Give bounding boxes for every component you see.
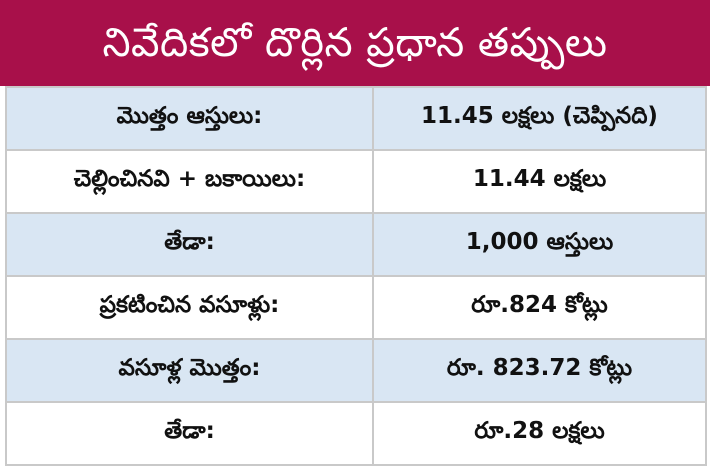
- row-label: చెల్లించినవి + బకాయిలు:: [5, 149, 374, 214]
- row-value: 11.44 లక్షలు: [372, 149, 707, 214]
- row-label: మొత్తం ఆస్తులు:: [5, 86, 374, 151]
- row-label: తేడా:: [5, 212, 374, 277]
- row-label: వసూళ్ల మొత్తం:: [5, 338, 374, 403]
- table-row: తేడా: రూ.28 లక్షలు: [5, 401, 707, 466]
- row-value: రూ. 823.72 కోట్లు: [372, 338, 707, 403]
- row-value: రూ.28 లక్షలు: [372, 401, 707, 466]
- table-row: వసూళ్ల మొత్తం: రూ. 823.72 కోట్లు: [5, 338, 707, 403]
- table-row: చెల్లించినవి + బకాయిలు: 11.44 లక్షలు: [5, 149, 707, 214]
- row-label: తేడా:: [5, 401, 374, 466]
- page-title: నివేదికలో దొర్లిన ప్రధాన తప్పులు: [0, 0, 710, 86]
- table-row: మొత్తం ఆస్తులు: 11.45 లక్షలు (చెప్పినది): [5, 86, 707, 151]
- row-value: 11.45 లక్షలు (చెప్పినది): [372, 86, 707, 151]
- row-value: రూ.824 కోట్లు: [372, 275, 707, 340]
- row-label: ప్రకటించిన వసూళ్లు:: [5, 275, 374, 340]
- table-row: ప్రకటించిన వసూళ్లు: రూ.824 కోట్లు: [5, 275, 707, 340]
- errors-table: మొత్తం ఆస్తులు: 11.45 లక్షలు (చెప్పినది)…: [5, 86, 707, 466]
- table-row: తేడా: 1,000 ఆస్తులు: [5, 212, 707, 277]
- row-value: 1,000 ఆస్తులు: [372, 212, 707, 277]
